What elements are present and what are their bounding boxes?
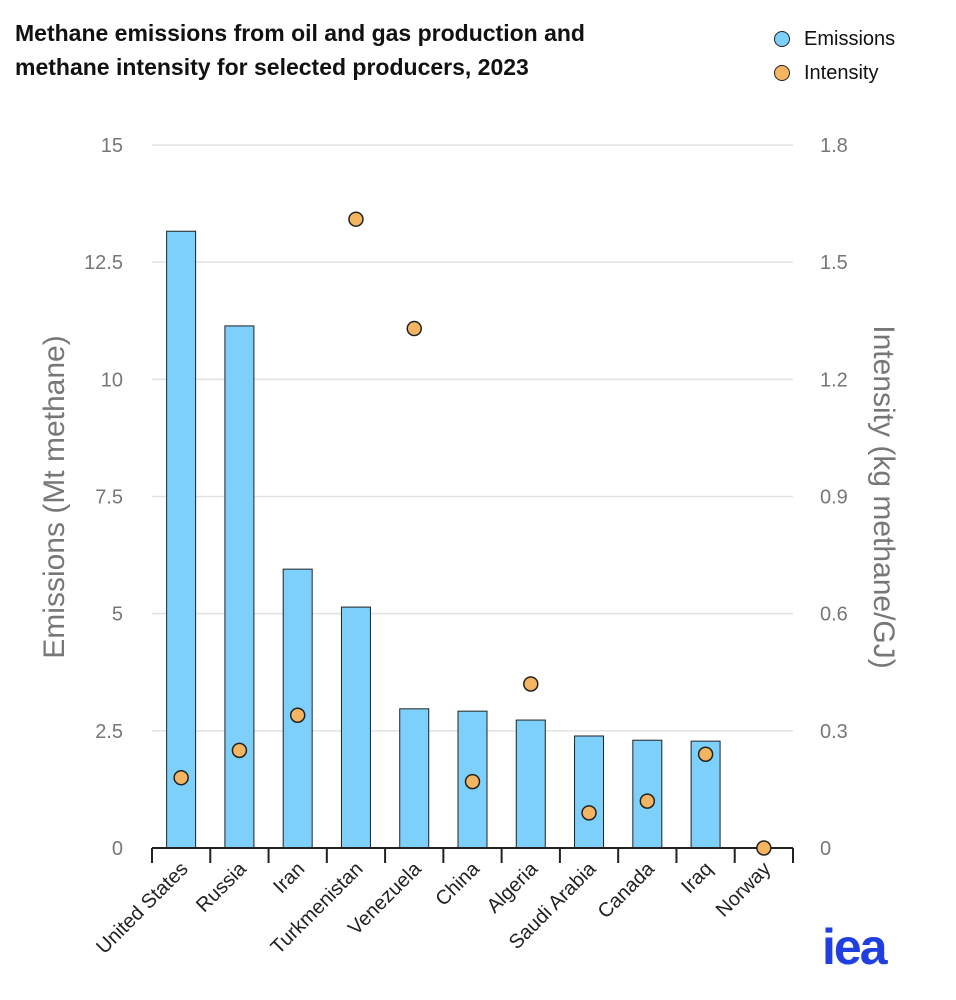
point-intensity <box>406 320 422 337</box>
y2-axis-label: Intensity (kg methane/GJ) <box>867 325 900 668</box>
y2-tick-label: 0.6 <box>820 604 848 626</box>
y2-tick-label: 0.9 <box>820 487 848 509</box>
legend-label-emissions: Emissions <box>804 27 896 50</box>
bar-emissions <box>224 325 255 849</box>
title-line-2: methane intensity for selected producers… <box>15 54 529 80</box>
y-tick-label: 12.5 <box>84 252 123 274</box>
y-tick-label: 2.5 <box>95 721 123 743</box>
bar-emissions <box>574 735 605 849</box>
point-intensity <box>231 742 248 759</box>
legend-marker-intensity <box>774 65 790 81</box>
point-intensity <box>289 707 306 723</box>
y-tick-label: 0 <box>112 838 123 860</box>
y2-tick-label: 1.8 <box>820 135 848 157</box>
point-intensity <box>697 746 714 763</box>
bar-emissions <box>515 719 546 849</box>
y2-tick-label: 1.2 <box>820 369 848 391</box>
chart-title: Methane emissions from oil and gas produ… <box>15 16 655 84</box>
point-intensity <box>581 805 597 821</box>
title-line-1: Methane emissions from oil and gas produ… <box>15 20 585 46</box>
bar-emissions <box>340 606 371 849</box>
y2-tick-label: 1.5 <box>820 252 848 274</box>
legend-item-emissions: Emissions <box>774 22 895 56</box>
y2-tick-label: 0.3 <box>820 721 848 743</box>
y-tick-label: 5 <box>112 604 123 626</box>
point-intensity <box>348 211 364 227</box>
x-tick-label: Russia <box>192 857 251 916</box>
y-axis-label: Emissions (Mt methane) <box>38 335 71 658</box>
legend-label-intensity: Intensity <box>804 61 879 84</box>
y-tick-label: 15 <box>101 135 123 157</box>
y2-tick-label: 0 <box>820 838 831 860</box>
iea-logo: iea <box>822 919 888 975</box>
point-intensity <box>639 793 656 809</box>
bar-emissions <box>166 230 197 849</box>
bar-emissions <box>399 708 430 849</box>
x-tick-label: China <box>432 857 485 910</box>
y-tick-label: 10 <box>101 369 123 391</box>
point-intensity <box>756 840 772 856</box>
x-tick-label: United States <box>92 858 192 958</box>
legend-marker-emissions <box>774 31 790 47</box>
y-tick-label: 7.5 <box>95 487 123 509</box>
point-intensity <box>464 773 481 790</box>
x-tick-label: Canada <box>594 857 660 923</box>
x-tick-label: Iran <box>269 858 309 898</box>
legend-item-intensity: Intensity <box>774 56 895 90</box>
x-tick-label: Iraq <box>677 858 717 898</box>
point-intensity <box>173 769 189 786</box>
point-intensity <box>523 676 539 692</box>
legend: Emissions Intensity <box>774 22 895 90</box>
x-tick-label: Norway <box>712 858 775 921</box>
